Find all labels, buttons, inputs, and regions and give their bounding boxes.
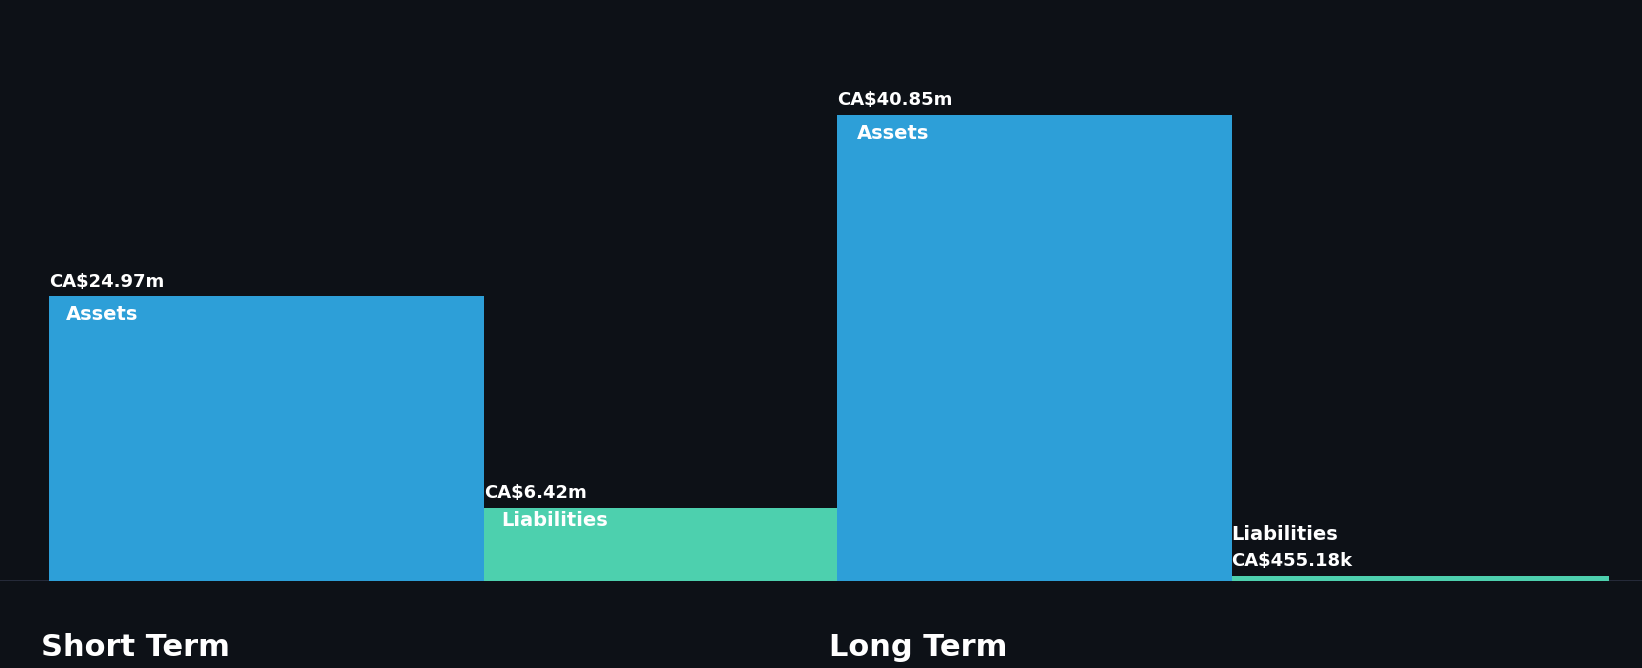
- Bar: [837, 115, 1232, 581]
- Text: Short Term: Short Term: [41, 633, 230, 661]
- Bar: [484, 508, 920, 581]
- Text: CA$6.42m: CA$6.42m: [484, 484, 588, 502]
- Text: Liabilities: Liabilities: [501, 511, 608, 530]
- Text: Assets: Assets: [66, 305, 138, 325]
- Text: Liabilities: Liabilities: [1232, 524, 1338, 544]
- Bar: [1232, 576, 1609, 581]
- Text: CA$24.97m: CA$24.97m: [49, 273, 164, 291]
- Text: CA$40.85m: CA$40.85m: [837, 92, 952, 110]
- Text: Assets: Assets: [857, 124, 929, 143]
- Text: Long Term: Long Term: [829, 633, 1008, 661]
- Text: CA$455.18k: CA$455.18k: [1232, 552, 1353, 570]
- Bar: [49, 296, 484, 581]
